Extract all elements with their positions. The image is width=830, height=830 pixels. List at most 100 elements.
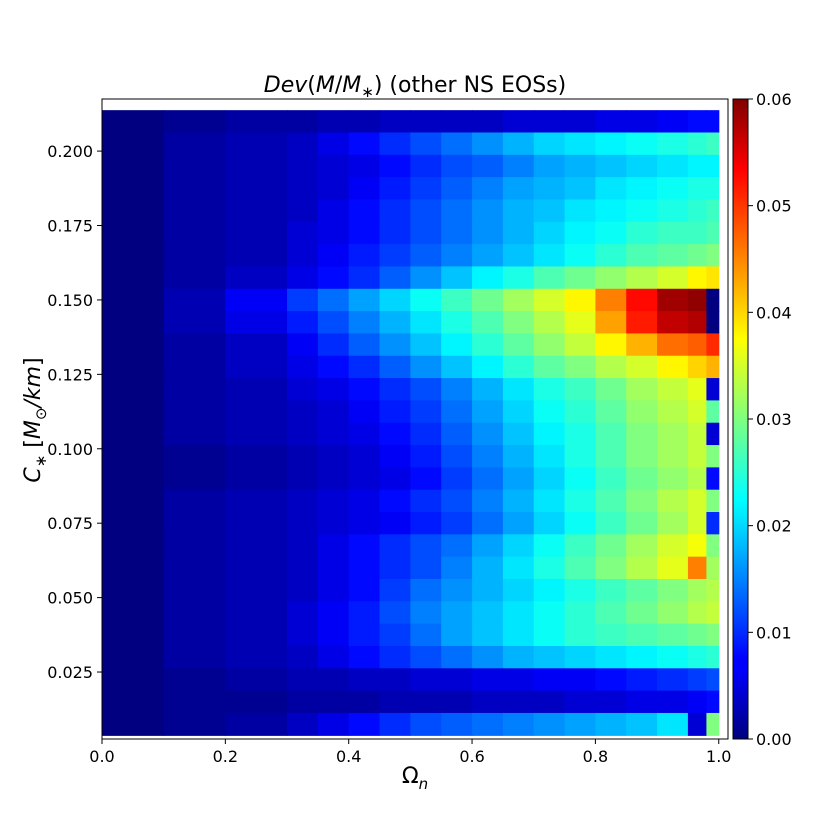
heatmap-cell [502,400,535,424]
heatmap-cell [472,601,504,625]
heatmap-cell [379,422,411,446]
heatmap-cell [410,623,442,647]
heatmap-cell [626,445,658,468]
heatmap-cell [410,199,442,223]
heatmap-cell [657,110,689,134]
heatmap-cell [533,266,566,290]
heatmap-cell [687,512,708,535]
heatmap-cell [533,645,566,669]
heatmap-cell [502,712,535,736]
heatmap-cell [533,110,566,134]
heatmap-cell [379,645,411,669]
heatmap-cell [533,512,566,535]
heatmap-cell [564,422,596,446]
heatmap-cell [626,110,658,134]
heatmap-cell [102,645,165,669]
heatmap-cell [502,556,535,580]
title-close-paren: ) [374,73,383,98]
heatmap-cell [441,690,473,714]
heatmap-cell [706,132,720,156]
heatmap-cell [706,110,720,134]
heatmap-cell [626,400,658,424]
colorbar-tick-label: 0.02 [756,517,792,536]
heatmap-cell [102,690,165,714]
heatmap-cell [410,512,442,535]
heatmap-cell [472,154,504,178]
heatmap-cell [706,467,720,491]
heatmap-cell [441,333,473,357]
heatmap-cell [441,110,473,134]
heatmap-cell [595,512,627,535]
heatmap-cell [564,378,596,401]
heatmap-cell [317,445,350,468]
heatmap-cell [533,534,566,558]
heatmap-cell [225,556,288,580]
heatmap-cell [379,154,411,178]
heatmap-cell [163,378,226,401]
heatmap-cell [102,534,165,558]
heatmap-cell [687,333,708,357]
heatmap-cell [564,266,596,290]
heatmap-cell [102,132,165,156]
heatmap-cell [626,579,658,602]
heatmap-cell [225,512,288,535]
heatmap-cell [287,244,319,268]
y-axis-label-c: C [21,467,46,483]
heatmap-cell [287,579,319,602]
heatmap-cell [657,645,689,669]
heatmap-cell [163,645,226,669]
heatmap-cell [626,199,658,223]
heatmap-cell [472,199,504,223]
heatmap-cell [706,288,720,312]
heatmap-cell [163,579,226,602]
heatmap-cell [472,534,504,558]
heatmap-cell [225,467,288,491]
heatmap-cell [502,579,535,602]
heatmap-cell [657,400,689,424]
heatmap-cell [287,712,319,736]
heatmap-cell [502,668,535,692]
heatmap-cell [472,645,504,669]
heatmap-cell [163,512,226,535]
heatmap-cell [102,556,165,580]
heatmap-cell [102,199,165,223]
heatmap-cell [102,623,165,647]
heatmap-cell [379,355,411,379]
heatmap-cell [287,467,319,491]
heatmap-cell [564,668,596,692]
heatmap-cell [626,467,658,491]
heatmap-cell [163,333,226,357]
heatmap-cell [706,579,720,602]
heatmap-cell [706,199,720,223]
heatmap-cell [410,645,442,669]
heatmap-cell [163,132,226,156]
heatmap-cell [102,333,165,357]
heatmap-cell [225,132,288,156]
heatmap-cell [225,601,288,625]
heatmap-cell [657,601,689,625]
heatmap-cell [472,177,504,201]
heatmap-cell [657,512,689,535]
heatmap-cell [287,199,319,223]
heatmap-cell [472,266,504,290]
heatmap-cell [441,467,473,491]
heatmap-cell [317,712,350,736]
heatmap-cell [687,221,708,245]
heatmap-cell [626,556,658,580]
heatmap-cell [410,288,442,312]
heatmap-cell [102,668,165,692]
heatmap-cell [502,445,535,468]
heatmap-cell [472,467,504,491]
heatmap-cell [225,645,288,669]
heatmap-cell [687,378,708,401]
colorbar-tick-label: 0.00 [756,730,792,749]
heatmap-cell [564,534,596,558]
heatmap-cell [410,311,442,335]
heatmap-cell [533,467,566,491]
title-numerator: M [316,73,335,98]
heatmap-cell [595,467,627,491]
heatmap-cell [379,690,411,714]
heatmap-cell [410,400,442,424]
heatmap-cell [502,690,535,714]
colorbar-tick-label: 0.01 [756,623,792,642]
